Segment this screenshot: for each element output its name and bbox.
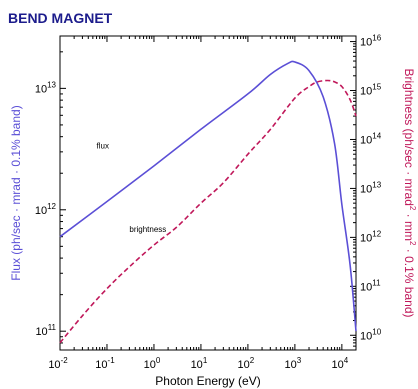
y-left-tick-label-1-base: 10: [35, 205, 47, 217]
plot-frame: [59, 35, 357, 351]
tick-marks: [59, 36, 357, 351]
x-tick-label-4: 102: [238, 356, 255, 371]
x-tick-label-4-base: 10: [238, 359, 250, 371]
y-right-tick-label-5: 1015: [360, 83, 382, 98]
y-right-tick-label-5-exponent: 15: [372, 83, 381, 92]
y-right-tick-label-6: 1016: [360, 34, 382, 49]
y-left-tick-label-1: 1012: [35, 202, 57, 217]
x-tick-label-2-base: 10: [144, 359, 156, 371]
x-tick-label-6: 104: [332, 356, 349, 371]
y-right-tick-label-3-base: 10: [360, 183, 372, 195]
x-axis-label: Photon Energy (eV): [155, 374, 260, 388]
brightness-line: [59, 79, 357, 344]
x-tick-label-2-exponent: 0: [156, 356, 161, 365]
y-right-tick-label-4-base: 10: [360, 134, 372, 146]
series-annotations: flux brightness: [97, 141, 167, 233]
y-right-tick-label-6-exponent: 16: [372, 34, 381, 43]
x-tick-label-1-exponent: -1: [108, 356, 116, 365]
y-left-tick-label-0: 1011: [35, 323, 56, 338]
y-axis-left-label: Flux (ph/sec · mrad · 0.1% band): [9, 105, 23, 280]
y-right-tick-label-2-base: 10: [360, 232, 372, 244]
x-tick-label-3-base: 10: [191, 359, 203, 371]
y-right-tick-label-4-exponent: 14: [372, 131, 381, 140]
chart-title: BEND MAGNET: [8, 10, 113, 26]
x-tick-label-6-exponent: 4: [344, 356, 349, 365]
x-tick-label-1-base: 10: [95, 359, 107, 371]
y-left-tick-label-0-exponent: 11: [48, 323, 57, 332]
y-right-label-sup-2: 2: [408, 241, 417, 246]
y-left-tick-label-2-exponent: 13: [47, 80, 56, 89]
y-left-tick-label-0-base: 10: [35, 326, 47, 338]
y-axis-right-label: Brightness (ph/sec · mrad2 · mm2 · 0.1% …: [402, 69, 417, 318]
y-left-tick-label-1-exponent: 12: [47, 202, 56, 211]
y-right-tick-label-2: 1012: [360, 229, 382, 244]
flux-line: [59, 60, 357, 332]
x-tick-label-0: 10-2: [48, 356, 68, 371]
x-tick-label-5: 103: [285, 356, 302, 371]
y-right-tick-label-0: 1010: [360, 327, 382, 342]
x-tick-label-1: 10-1: [95, 356, 115, 371]
tick-labels: 10-2 10-1 100 101 102 103 10410111012101310101…: [35, 34, 382, 371]
y-right-tick-label-3-exponent: 13: [372, 180, 381, 189]
y-left-tick-label-2-base: 10: [35, 83, 47, 95]
x-tick-label-0-base: 10: [48, 359, 60, 371]
y-right-tick-label-2-exponent: 12: [372, 229, 381, 238]
y-right-label-part-2: · mm: [402, 210, 416, 241]
y-right-tick-label-3: 1013: [360, 180, 382, 195]
series-lines: [59, 60, 357, 344]
y-right-tick-label-5-base: 10: [360, 86, 372, 98]
y-right-tick-label-0-exponent: 10: [372, 327, 381, 336]
x-tick-label-2: 100: [144, 356, 161, 371]
x-tick-label-5-base: 10: [285, 359, 297, 371]
flux-annotation: flux: [97, 141, 109, 150]
y-right-label-sup-1: 2: [408, 206, 417, 211]
y-right-tick-label-4: 1014: [360, 131, 382, 146]
x-tick-label-0-exponent: -2: [61, 356, 69, 365]
y-right-tick-label-6-base: 10: [360, 37, 372, 49]
x-tick-label-3-exponent: 1: [203, 356, 208, 365]
y-right-label-part-1: Brightness (ph/sec · mrad: [402, 69, 416, 206]
x-tick-label-4-exponent: 2: [250, 356, 255, 365]
y-right-tick-label-1-base: 10: [360, 281, 372, 293]
x-tick-label-3: 101: [191, 356, 208, 371]
y-right-tick-label-0-base: 10: [360, 330, 372, 342]
y-right-tick-label-1: 1011: [360, 278, 381, 293]
x-tick-label-5-exponent: 3: [297, 356, 302, 365]
y-left-tick-label-2: 1013: [35, 80, 57, 95]
y-right-tick-label-1-exponent: 11: [372, 278, 381, 287]
brightness-annotation: brightness: [129, 225, 166, 234]
x-tick-label-6-base: 10: [332, 359, 344, 371]
y-right-label-part-3: · 0.1% band): [402, 245, 416, 317]
